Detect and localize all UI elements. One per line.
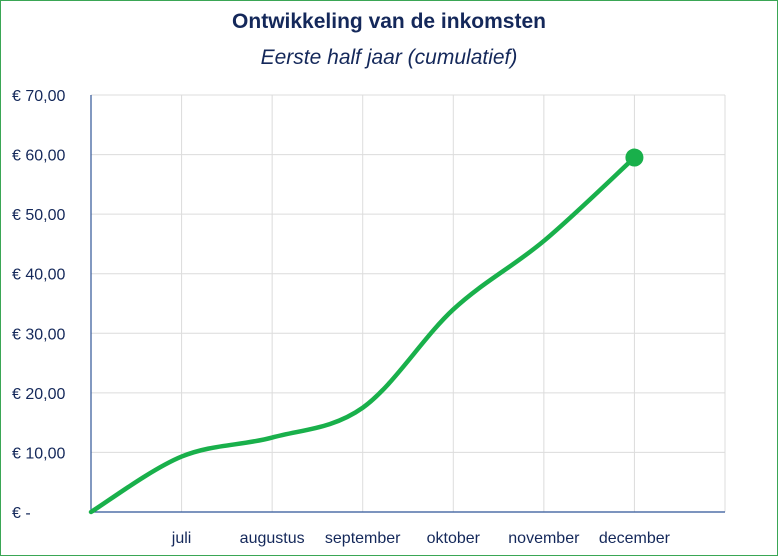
chart-subtitle: Eerste half jaar (cumulatief) bbox=[260, 46, 518, 69]
y-axis-tick-labels: € - € 10,00 € 20,00 € 30,00 € 40,00 € 50,00 € … bbox=[12, 88, 65, 522]
gridlines bbox=[91, 94, 726, 512]
x-axis-tick-labels: juli augustus september oktober november dece… bbox=[171, 530, 671, 547]
axes bbox=[90, 95, 725, 513]
x-tick-label: juli bbox=[171, 530, 192, 547]
y-tick-label: € 50,00 bbox=[12, 207, 65, 224]
y-tick-label: € 60,00 bbox=[12, 148, 65, 165]
series-layer bbox=[88, 148, 644, 515]
last-data-point bbox=[625, 148, 644, 167]
x-tick-label: december bbox=[599, 530, 671, 547]
y-tick-label: € 20,00 bbox=[12, 386, 65, 403]
y-tick-label: € - bbox=[12, 505, 31, 522]
y-tick-label: € 40,00 bbox=[12, 267, 65, 284]
x-tick-label: oktober bbox=[427, 530, 481, 547]
x-tick-label: september bbox=[325, 530, 401, 547]
x-tick-label: augustus bbox=[240, 530, 305, 547]
series-line bbox=[88, 155, 637, 515]
y-tick-label: € 70,00 bbox=[12, 88, 65, 105]
x-tick-label: november bbox=[508, 530, 580, 547]
chart-title: Ontwikkeling van de inkomsten bbox=[232, 10, 546, 33]
y-tick-label: € 30,00 bbox=[12, 326, 65, 343]
y-tick-label: € 10,00 bbox=[12, 445, 65, 462]
